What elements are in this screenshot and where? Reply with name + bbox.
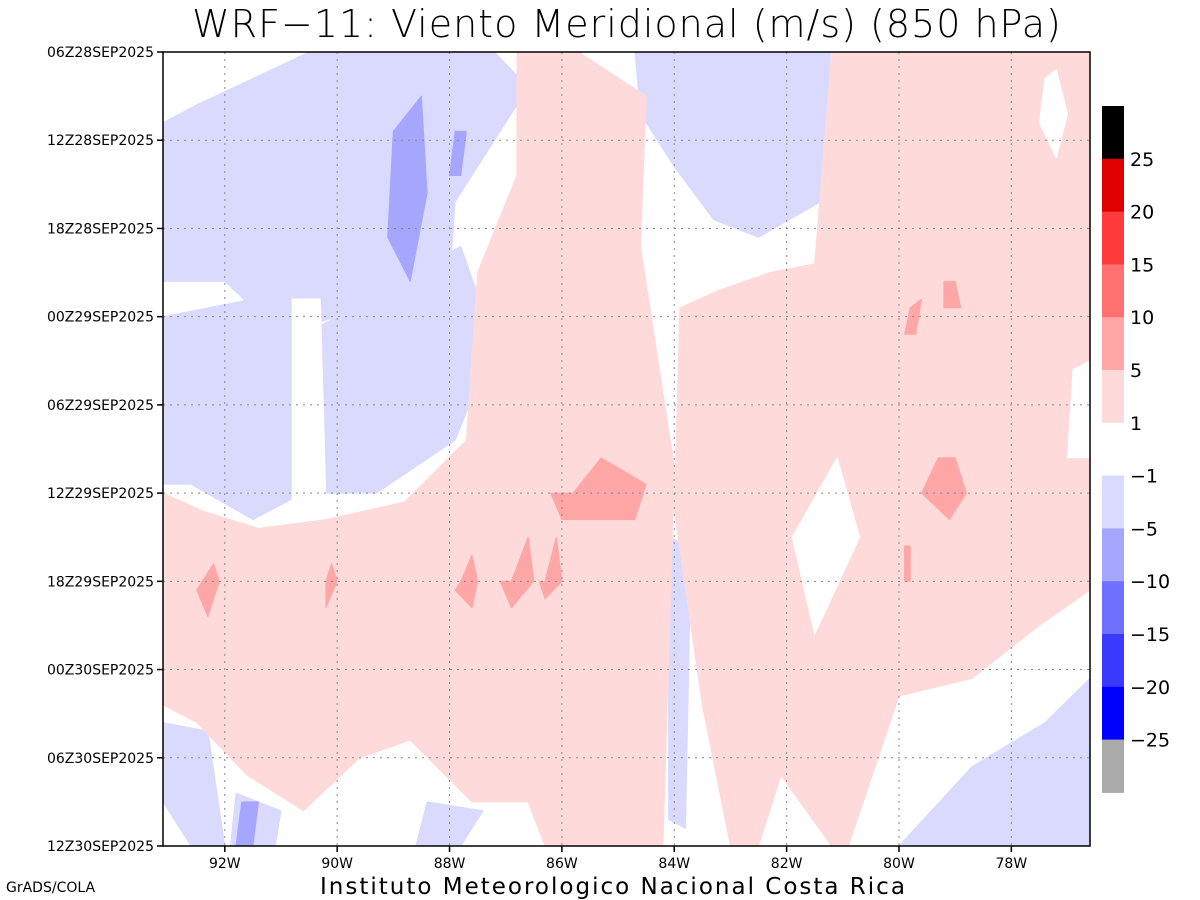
plot-frame bbox=[162, 51, 1091, 847]
y-tick-label: 00Z29SEP2025 bbox=[47, 310, 154, 326]
x-tick-label: 80W bbox=[883, 856, 915, 872]
colorbar-label: 10 bbox=[1130, 307, 1154, 329]
colorbar-label: −20 bbox=[1130, 677, 1170, 699]
field-region bbox=[943, 280, 962, 309]
field-region bbox=[673, 52, 1090, 846]
y-tick-label: 18Z28SEP2025 bbox=[47, 221, 154, 237]
field-region bbox=[387, 95, 428, 282]
field-region bbox=[1067, 360, 1090, 459]
y-tick-label: 06Z30SEP2025 bbox=[47, 751, 154, 767]
field-region bbox=[634, 52, 872, 238]
field-region bbox=[921, 457, 967, 521]
x-tick-label: 84W bbox=[658, 856, 690, 872]
institution-credit: Instituto Meteorologico Nacional Costa R… bbox=[320, 874, 907, 900]
x-tick-label: 78W bbox=[996, 856, 1028, 872]
x-tick-label: 86W bbox=[546, 856, 578, 872]
colorbar-swatch bbox=[1102, 686, 1124, 741]
y-tick-label: 12Z29SEP2025 bbox=[47, 486, 154, 502]
field-region bbox=[163, 722, 226, 846]
colorbar-label: 20 bbox=[1130, 202, 1154, 224]
x-tick-label: 82W bbox=[771, 856, 803, 872]
colorbar-swatch bbox=[1102, 264, 1124, 318]
field-region bbox=[291, 298, 327, 503]
y-tick-label: 12Z28SEP2025 bbox=[47, 133, 154, 149]
colorbar-swatch bbox=[1102, 211, 1124, 265]
colorbar-swatch bbox=[1102, 634, 1124, 688]
colorbar-swatch bbox=[1102, 106, 1124, 160]
colorbar-label: 5 bbox=[1130, 360, 1142, 382]
colorbar-label: −1 bbox=[1130, 466, 1158, 488]
y-axis: 06Z28SEP2025 12Z28SEP2025 18Z28SEP2025 00Z2… bbox=[47, 45, 163, 855]
x-tick-label: 88W bbox=[434, 856, 466, 872]
colorbar-label: 15 bbox=[1130, 254, 1154, 276]
field-region bbox=[196, 563, 220, 618]
field-region bbox=[904, 545, 911, 582]
colorbar-swatch bbox=[1102, 581, 1124, 635]
field-region bbox=[538, 536, 563, 600]
colorbar-swatch bbox=[1102, 475, 1124, 529]
colorbar-swatch bbox=[1102, 739, 1124, 793]
grads-credit: GrADS/COLA bbox=[6, 880, 96, 896]
colorbar-label: 1 bbox=[1130, 413, 1142, 435]
y-tick-label: 00Z30SEP2025 bbox=[47, 663, 154, 679]
colorbar-label: −5 bbox=[1130, 518, 1158, 540]
field-regions bbox=[163, 52, 1090, 846]
field-region bbox=[791, 457, 861, 635]
field-region bbox=[449, 130, 467, 176]
y-tick-label: 06Z29SEP2025 bbox=[47, 398, 154, 414]
colorbar-label: −15 bbox=[1130, 624, 1170, 646]
y-tick-label: 18Z29SEP2025 bbox=[47, 574, 154, 590]
x-axis: 92W 90W 88W 86W 84W 82W 80W 78W bbox=[209, 846, 1027, 872]
colorbar-swatch bbox=[1102, 158, 1124, 213]
colorbar-label: 25 bbox=[1130, 149, 1154, 171]
colorbar-label: −25 bbox=[1130, 730, 1170, 752]
y-tick-label: 12Z30SEP2025 bbox=[47, 839, 154, 855]
chart-title: WRF−11: Viento Meridional (m/s) (850 hPa… bbox=[192, 2, 1062, 46]
field-region bbox=[898, 677, 1090, 846]
field-region bbox=[550, 457, 647, 521]
colorbar-label: −10 bbox=[1130, 571, 1170, 593]
field-region bbox=[454, 554, 479, 609]
x-tick-label: 92W bbox=[209, 856, 241, 872]
field-region bbox=[499, 536, 535, 609]
colorbar: 25 20 15 10 5 1 −1 −5 −10 −15 −20 −25 bbox=[1102, 106, 1170, 793]
y-tick-label: 06Z28SEP2025 bbox=[47, 45, 154, 61]
field-region bbox=[325, 563, 338, 609]
colorbar-swatch bbox=[1102, 422, 1124, 477]
grid-lines bbox=[163, 52, 1090, 846]
field-region bbox=[235, 801, 259, 846]
field-region bbox=[1038, 69, 1068, 159]
x-tick-label: 90W bbox=[321, 856, 353, 872]
colorbar-swatch bbox=[1102, 528, 1124, 582]
colorbar-swatch bbox=[1102, 317, 1124, 371]
colorbar-swatch bbox=[1102, 370, 1124, 424]
